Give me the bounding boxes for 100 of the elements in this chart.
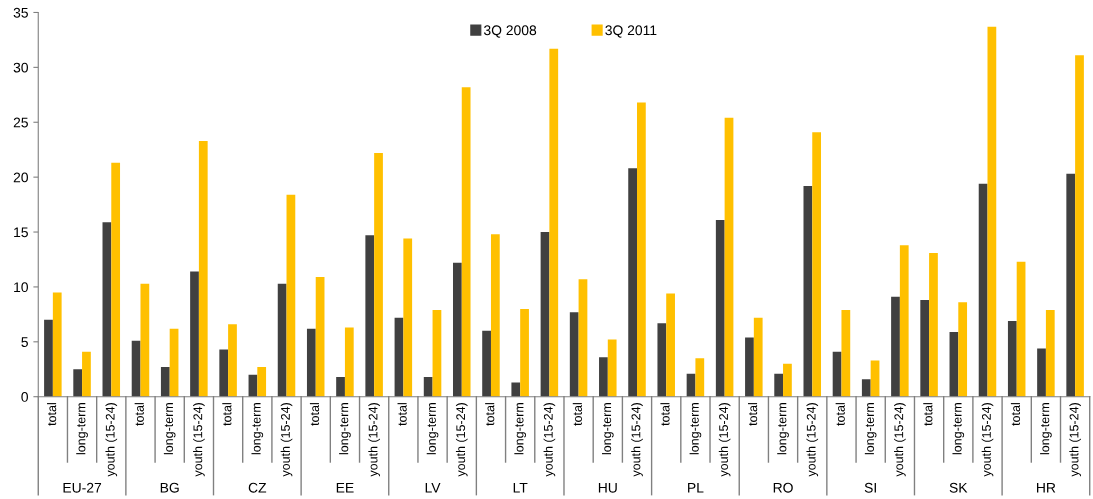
bar — [920, 300, 930, 397]
x-tick-label: youth (15-24) — [280, 403, 293, 477]
x-tick-label: long-term — [864, 403, 877, 455]
bar — [286, 194, 296, 397]
x-tick-label: total — [47, 403, 57, 426]
bar — [958, 302, 968, 397]
bar — [344, 327, 354, 397]
bar — [774, 373, 784, 397]
y-tick-label: 0 — [21, 392, 28, 402]
bar — [1045, 309, 1055, 397]
text: BG — [160, 482, 179, 493]
y-tick-label: 15 — [14, 227, 28, 238]
x-tick-label: total — [572, 403, 582, 426]
bar — [520, 308, 529, 397]
x-tick-label: youth (15-24) — [981, 403, 994, 477]
bar — [102, 222, 112, 397]
bar — [861, 379, 871, 397]
bar — [336, 376, 345, 397]
bar — [44, 319, 53, 397]
bar — [257, 367, 267, 397]
bar — [140, 283, 150, 397]
bar — [637, 102, 646, 397]
y-tick-label: 10 — [14, 282, 28, 293]
bar — [394, 317, 404, 397]
bar — [52, 292, 62, 397]
text: LV — [425, 482, 441, 493]
bar — [1037, 348, 1046, 397]
bar — [453, 262, 462, 397]
x-tick-label: youth (15-24) — [894, 403, 906, 477]
bar — [929, 252, 938, 397]
bar — [891, 296, 900, 397]
text: RO — [773, 482, 793, 493]
x-tick-label: youth (15-24) — [718, 403, 731, 477]
bar — [315, 277, 325, 397]
x-tick-label: long-term — [339, 403, 351, 455]
text: HU — [598, 482, 617, 493]
bar — [1075, 55, 1084, 397]
bar — [599, 357, 608, 397]
bar — [511, 382, 521, 397]
bar — [607, 339, 617, 397]
text: SK — [949, 482, 968, 493]
text: EE — [336, 482, 354, 493]
x-tick-label: total — [1010, 403, 1021, 426]
x-tick-label: youth (15-24) — [368, 403, 380, 477]
bar — [169, 328, 179, 397]
x-tick-label: long-term — [426, 403, 439, 455]
y-tick-label: 25 — [13, 117, 28, 128]
bar — [490, 234, 500, 397]
bar — [403, 238, 413, 397]
bar — [978, 183, 988, 397]
bar — [198, 140, 208, 397]
bar — [715, 219, 725, 397]
x-tick-label: youth (15-24) — [105, 403, 118, 477]
bar — [666, 293, 675, 397]
bar — [423, 376, 433, 397]
x-tick-label: total — [485, 403, 495, 426]
x-tick-label: total — [660, 403, 670, 426]
bar — [461, 87, 471, 397]
x-tick-label: total — [923, 403, 933, 426]
legend-label: 3Q 2011 — [605, 25, 657, 38]
x-tick-label: long-term — [76, 403, 88, 455]
x-tick-label: total — [835, 403, 845, 426]
text: CZ — [248, 482, 267, 493]
y-tick-label: 35 — [13, 7, 28, 18]
x-tick-label: long-term — [601, 403, 614, 455]
bar — [753, 317, 763, 397]
bar — [899, 245, 909, 397]
bar — [306, 328, 316, 397]
x-tick-label: total — [222, 403, 232, 426]
bar — [190, 271, 199, 397]
x-tick-label: total — [309, 403, 320, 426]
legend-label: 3Q 2008 — [483, 25, 537, 38]
bar — [219, 349, 229, 397]
x-tick-label: youth (15-24) — [543, 403, 556, 477]
x-tick-label: youth (15-24) — [193, 403, 205, 477]
x-tick-label: long-term — [777, 403, 789, 455]
y-tick-label: 30 — [13, 62, 28, 73]
bar — [657, 323, 667, 397]
bar — [1007, 320, 1017, 397]
bar — [949, 331, 959, 397]
bar — [841, 309, 851, 397]
bar — [745, 337, 754, 397]
bar — [160, 367, 170, 397]
bar — [540, 232, 550, 397]
bar — [365, 235, 375, 397]
x-tick-label: total — [397, 403, 407, 426]
y-tick-label: 20 — [13, 172, 28, 183]
x-tick-label: long-term — [952, 403, 965, 455]
x-tick-label: long-term — [251, 403, 264, 455]
bar — [870, 360, 880, 397]
x-tick-label: total — [134, 403, 144, 426]
x-tick-label: long-term — [1040, 403, 1052, 455]
bar — [482, 330, 491, 397]
x-tick-label: total — [748, 403, 758, 426]
bar — [783, 363, 792, 397]
text: HR — [1037, 482, 1056, 493]
bar — [803, 185, 813, 397]
text: SI — [864, 482, 876, 493]
x-tick-label: long-term — [163, 403, 176, 455]
bar — [812, 132, 822, 397]
